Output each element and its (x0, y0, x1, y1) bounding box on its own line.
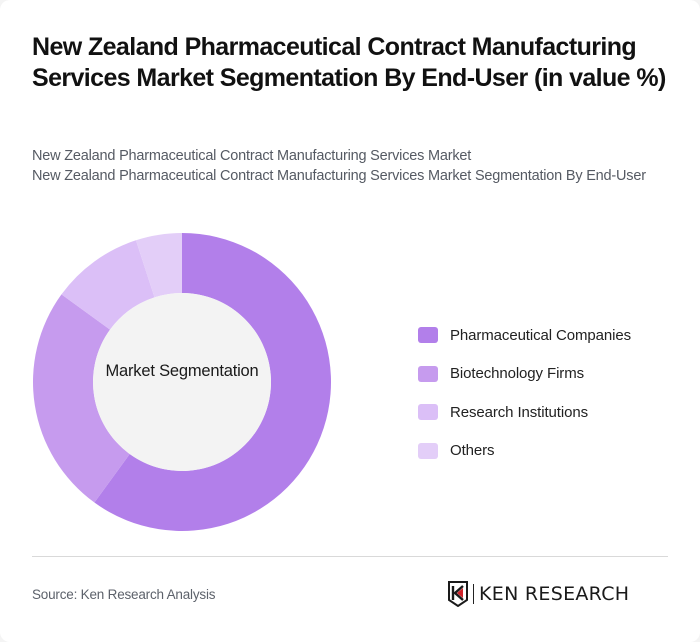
chart-title: New Zealand Pharmaceutical Contract Manu… (32, 33, 666, 92)
legend-label: Pharmaceutical Companies (450, 326, 632, 344)
logo-separator (473, 584, 474, 604)
legend-swatch (418, 404, 438, 421)
donut-slice-others (135, 233, 182, 298)
chart-subtitle: New Zealand Pharmaceutical Contract Manu… (32, 146, 672, 186)
legend-item-others: Others (418, 432, 631, 471)
legend-swatch (418, 442, 438, 459)
legend-item-biotechnology-firms: Biotechnology Firms (418, 355, 631, 394)
donut-hole (93, 293, 271, 471)
legend-swatch (418, 365, 438, 382)
logo-text: KEN RESEARCH (479, 583, 630, 605)
donut-slice-biotechnology-firms (32, 294, 130, 503)
donut-center-label: Market Segmentation (105, 362, 259, 380)
donut-slice-research-institutions (61, 240, 155, 330)
subtitle-line-1: New Zealand Pharmaceutical Contract Manu… (32, 148, 472, 164)
legend-label: Research Institutions (450, 403, 588, 421)
legend-swatch (418, 327, 438, 344)
ken-research-logo: KEN RESEARCH (447, 581, 629, 607)
ken-research-shield-icon (448, 581, 468, 607)
source-note: Source: Ken Research Analysis (32, 587, 216, 602)
subtitle-line-2: New Zealand Pharmaceutical Contract Manu… (32, 168, 646, 184)
donut-slice-pharmaceutical-companies (94, 233, 331, 531)
legend-item-pharmaceutical-companies: Pharmaceutical Companies (418, 316, 631, 355)
legend-label: Biotechnology Firms (450, 365, 584, 383)
legend-item-research-institutions: Research Institutions (418, 393, 631, 432)
footer-divider (32, 556, 668, 557)
donut-chart (32, 233, 331, 531)
legend-label: Others (450, 442, 495, 460)
chart-legend: Pharmaceutical Companies Biotechnology F… (418, 316, 631, 470)
